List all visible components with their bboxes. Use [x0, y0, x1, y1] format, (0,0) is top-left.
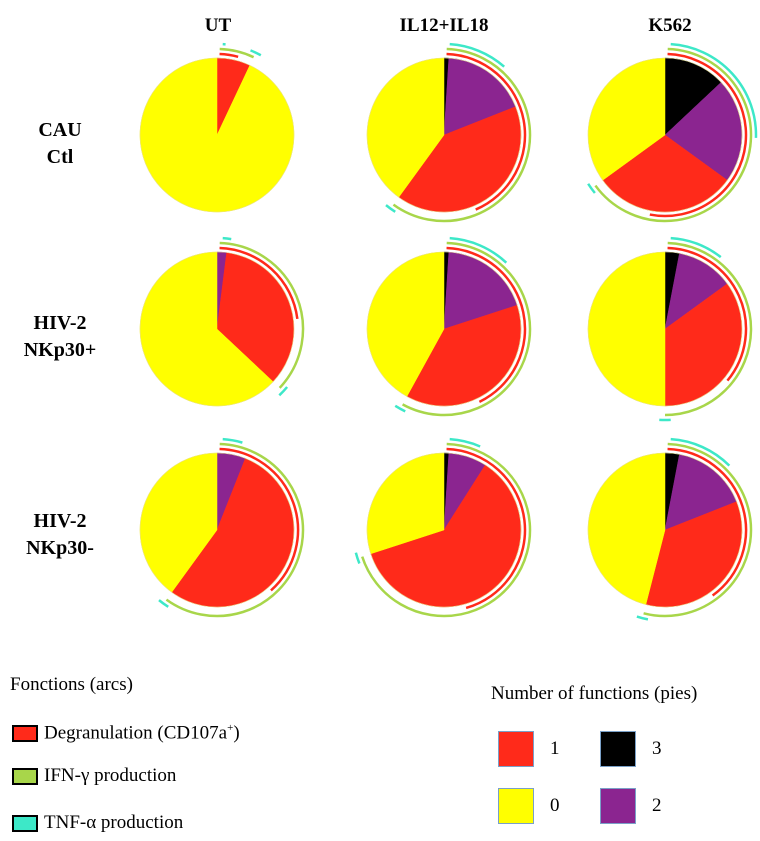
ifng-arc: [392, 47, 532, 223]
pie-panel: [354, 437, 532, 618]
pie-panel: [587, 236, 753, 422]
ifng-arc: [594, 47, 753, 223]
legend-item-zero-functions: 0: [498, 788, 560, 824]
degranulation-swatch: [12, 724, 38, 742]
pie-slice-0-functions: [139, 57, 295, 213]
ifng-arc: [361, 442, 532, 618]
legend-label-suffix: ): [233, 722, 240, 744]
legend-label-1: 1: [550, 738, 560, 759]
tnfa-arc: [587, 183, 596, 194]
legend-arcs-title: Fonctions (arcs): [10, 674, 133, 695]
pie-chart-grid: [139, 42, 758, 621]
degranulation-arc: [667, 447, 748, 597]
tnfa-arc: [670, 42, 758, 138]
degranulation-arc: [649, 52, 748, 218]
pie-slice-0-functions: [587, 251, 666, 407]
tnfa-arc: [278, 386, 289, 397]
ifng-arc: [219, 241, 305, 389]
legend-label-degranulation: Degranulation (CD107a+): [44, 722, 240, 744]
pie-outline: [587, 251, 743, 407]
tnfa-arc: [670, 437, 731, 467]
degranulation-arc: [446, 52, 527, 211]
tnfa-arc: [158, 599, 169, 608]
tnfa-arc: [394, 404, 406, 413]
legend-label-2: 2: [652, 795, 662, 816]
degranulation-arc: [219, 246, 299, 320]
tnfa-arc: [449, 42, 506, 68]
column-header-k562: K562: [648, 15, 692, 36]
two-functions-swatch: [600, 788, 636, 824]
legend-label-text: Degranulation (CD107a: [44, 722, 228, 744]
three-functions-swatch: [600, 731, 636, 767]
tnfa-arc: [222, 437, 243, 444]
one-function-swatch: [498, 731, 534, 767]
tnfa-arc: [222, 236, 232, 241]
pie-panel: [587, 437, 753, 621]
column-header-il12-il18: IL12+IL18: [399, 15, 489, 36]
pie-outline: [366, 452, 522, 608]
pie-outline: [139, 57, 295, 213]
degranulation-arc: [446, 246, 527, 403]
pie-panel: [366, 236, 532, 417]
tnfa-arc: [354, 552, 361, 564]
legend-item-ifng: IFN-γ production: [12, 765, 176, 787]
degranulation-arc: [667, 246, 748, 382]
row-header-line: CAU: [38, 119, 82, 141]
row-header-line: Ctl: [46, 146, 74, 168]
pie-panel: [139, 42, 295, 213]
legend-label-sup: +: [227, 722, 234, 734]
ifng-arc: [219, 47, 255, 59]
ifng-arc: [664, 241, 753, 417]
ifng-arc: [165, 442, 305, 618]
ifng-swatch: [12, 767, 38, 785]
legend-label-0: 0: [550, 795, 560, 816]
pie-outline: [139, 452, 295, 608]
pie-panel: [139, 236, 305, 407]
legend-label-tnfa: TNF-α production: [44, 812, 184, 833]
degranulation-arc: [219, 52, 239, 59]
legend-item-one-function: 1: [498, 731, 560, 767]
legend-label-ifng: IFN-γ production: [44, 765, 177, 786]
legend-item-three-functions: 3: [600, 731, 662, 767]
legend-label-3: 3: [652, 738, 662, 759]
legend-pies-title: Number of functions (pies): [491, 683, 698, 704]
tnfa-arc: [449, 236, 508, 264]
pie-outline: [366, 57, 522, 213]
row-header-line: HIV-2: [33, 312, 87, 334]
tnfa-swatch: [12, 814, 38, 832]
tnfa-arc: [670, 236, 722, 259]
column-header-ut: UT: [204, 15, 232, 36]
row-header-line: NKp30+: [23, 339, 97, 361]
ifng-arc: [643, 442, 753, 618]
ifng-arc: [401, 241, 532, 417]
row-header-cau-ctl: CAU Ctl: [12, 117, 108, 171]
row-header-hiv2-nkp30-pos: HIV-2 NKp30+: [12, 310, 108, 364]
row-header-hiv2-nkp30-neg: HIV-2 NKp30-: [12, 508, 108, 562]
legend-item-tnfa: TNF-α production: [12, 812, 183, 834]
row-header-line: NKp30-: [26, 537, 94, 559]
pie-panel: [366, 42, 532, 223]
tnfa-arc: [250, 49, 262, 57]
row-header-line: HIV-2: [33, 510, 87, 532]
zero-functions-swatch: [498, 788, 534, 824]
pie-outline: [366, 251, 522, 407]
pie-outline: [587, 452, 743, 608]
pie-outline: [587, 57, 743, 213]
tnfa-arc: [636, 615, 649, 621]
degranulation-arc: [219, 447, 300, 592]
legend-item-degranulation: Degranulation (CD107a+): [12, 722, 240, 744]
tnfa-arc: [449, 437, 481, 448]
legend-item-two-functions: 2: [600, 788, 662, 824]
degranulation-arc: [446, 447, 527, 610]
tnfa-arc: [385, 204, 396, 213]
pie-panel: [139, 437, 305, 618]
pie-panel: [587, 42, 758, 223]
pie-outline: [139, 251, 295, 407]
